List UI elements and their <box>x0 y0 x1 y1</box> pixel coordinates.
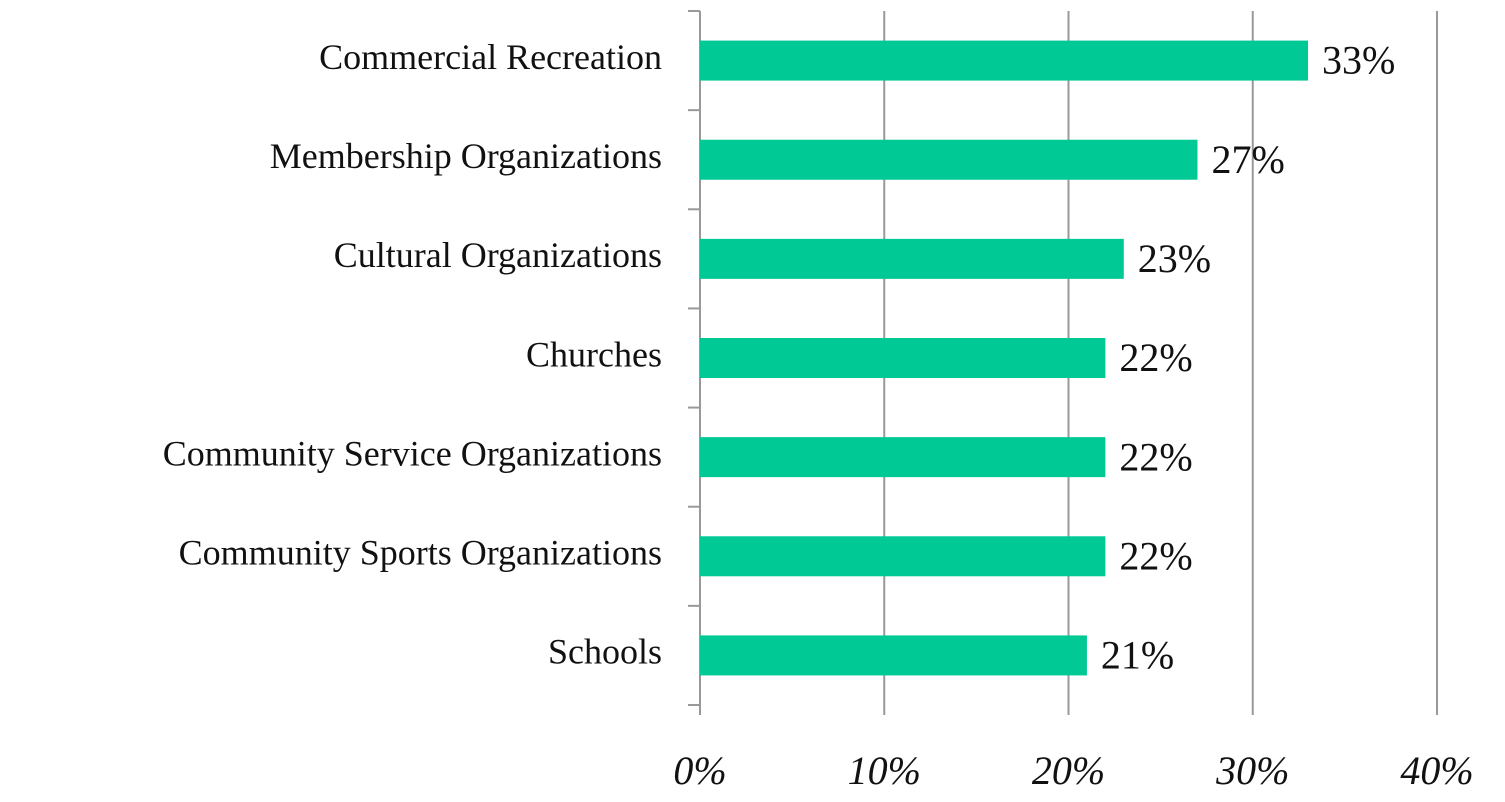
bar <box>700 437 1106 478</box>
bar <box>700 139 1198 180</box>
y-tick-label: Schools <box>548 632 662 672</box>
y-tick-label: Commercial Recreation <box>319 37 662 77</box>
value-label: 27% <box>1211 137 1284 182</box>
bar <box>700 40 1309 81</box>
y-tick-label: Community Sports Organizations <box>179 533 662 573</box>
value-label: 21% <box>1101 633 1174 678</box>
x-tick-label: 10% <box>848 748 921 793</box>
y-tick-label: Community Service Organizations <box>163 433 662 473</box>
x-tick-label: 0% <box>673 748 726 793</box>
value-label: 22% <box>1119 434 1192 479</box>
value-label: 22% <box>1119 533 1192 578</box>
bar <box>700 536 1106 577</box>
bar <box>700 338 1106 378</box>
value-label: 23% <box>1138 236 1211 281</box>
bar <box>700 238 1124 279</box>
value-label: 22% <box>1119 335 1192 380</box>
x-tick-label: 20% <box>1032 748 1105 793</box>
x-tick-label: 40% <box>1400 748 1473 793</box>
value-label: 33% <box>1322 38 1395 83</box>
x-tick-label: 30% <box>1215 748 1289 793</box>
bar <box>700 635 1087 676</box>
y-tick-label: Cultural Organizations <box>334 235 662 275</box>
y-tick-label: Membership Organizations <box>270 136 662 176</box>
y-tick-label: Churches <box>526 334 662 374</box>
